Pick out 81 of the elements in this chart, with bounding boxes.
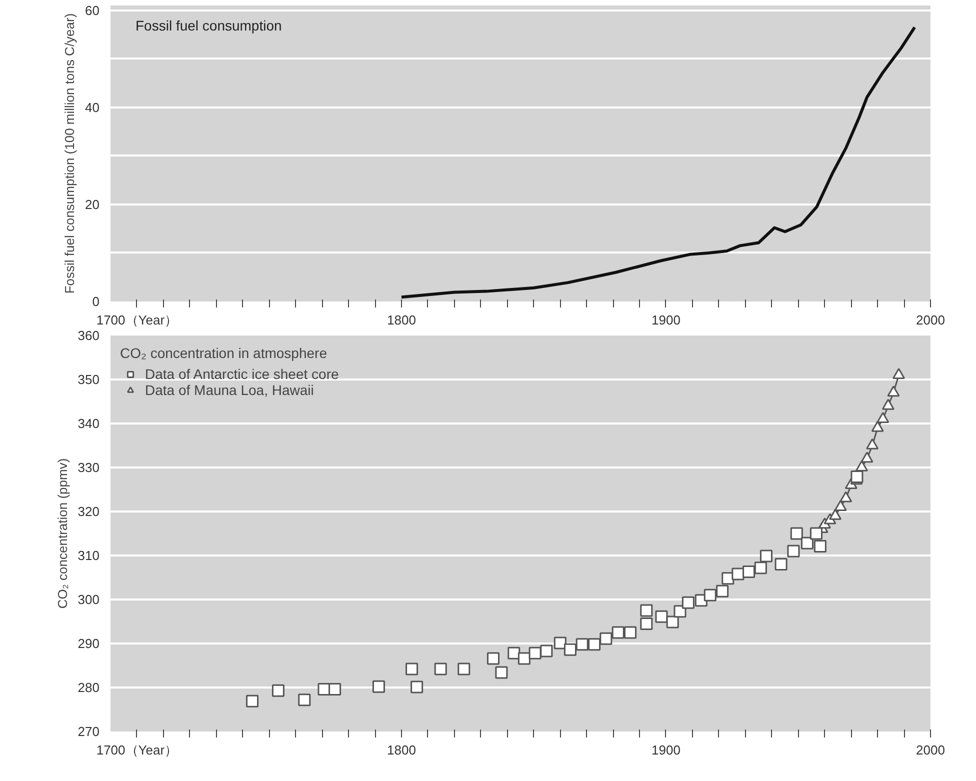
point — [754, 562, 767, 574]
point — [588, 638, 601, 651]
x-tick-label: 2000 — [916, 742, 945, 758]
point — [840, 491, 852, 502]
point — [814, 540, 826, 553]
point — [328, 683, 342, 696]
point — [871, 420, 884, 432]
point — [704, 588, 716, 602]
point — [742, 566, 756, 578]
point — [760, 550, 772, 562]
legend-label: Data of Antarctic ice sheet core — [145, 366, 339, 382]
y-tick-label: 340 — [78, 416, 100, 431]
point — [774, 558, 788, 571]
point — [876, 412, 890, 424]
point — [576, 638, 588, 651]
x-tick-label: 1700（Year） — [96, 312, 178, 328]
point — [892, 368, 906, 380]
point — [790, 527, 803, 540]
x-tick-label: 2000 — [916, 312, 945, 328]
point — [866, 438, 879, 450]
y-tick-label: 330 — [78, 460, 100, 475]
y-tick-label: 320 — [78, 504, 100, 519]
point — [508, 646, 520, 660]
point — [674, 605, 686, 618]
line-series — [400, 26, 916, 299]
point — [829, 508, 842, 520]
point — [554, 636, 566, 650]
point — [518, 652, 530, 665]
point — [540, 644, 553, 658]
y-tick-label: 0 — [92, 294, 100, 309]
point — [624, 626, 637, 639]
x-tick-label: 1900 — [652, 312, 680, 328]
point — [640, 604, 653, 617]
point — [458, 662, 470, 676]
point — [787, 544, 800, 558]
point — [732, 568, 744, 580]
point — [855, 460, 868, 472]
point — [528, 646, 542, 660]
x-tick-label: 1900 — [652, 742, 680, 758]
point — [800, 536, 814, 550]
point — [850, 470, 864, 483]
y-tick-label: 20 — [85, 196, 100, 212]
point — [434, 662, 447, 676]
point — [406, 662, 418, 676]
point — [487, 652, 500, 665]
x-tick-label: 1700（Year） — [96, 742, 178, 758]
legend-label: Data of Mauna Loa, Hawaii — [145, 382, 314, 398]
x-tick-label: 1800 — [387, 312, 416, 328]
point — [410, 680, 424, 694]
point — [682, 596, 694, 609]
x-tick-label: 1800 — [387, 742, 416, 758]
point — [640, 617, 653, 630]
y-axis-title: Fossil fuel consumption (100 million tons C/year) — [62, 13, 78, 294]
point — [810, 527, 822, 540]
y-tick-label: 290 — [78, 636, 100, 651]
legend-title: CO₂ concentration in atmosphere — [120, 345, 328, 361]
point — [834, 500, 847, 512]
y-tick-label: 270 — [78, 724, 100, 739]
point — [716, 584, 729, 598]
y-tick-label: 60 — [85, 2, 100, 18]
point — [372, 680, 385, 693]
y-tick-label: 350 — [78, 372, 100, 387]
y-tick-label: 300 — [78, 592, 100, 607]
y-tick-label: 40 — [85, 100, 100, 115]
y-tick-label: 310 — [78, 548, 100, 563]
point — [495, 666, 508, 679]
y-axis-title: CO₂ concentration (ppmv) — [54, 458, 70, 609]
point — [600, 632, 612, 645]
point — [860, 452, 874, 463]
point — [272, 684, 284, 697]
point — [887, 386, 900, 397]
point — [298, 694, 311, 706]
y-tick-label: 280 — [78, 680, 100, 695]
point — [246, 694, 259, 708]
point — [666, 616, 679, 628]
point — [882, 398, 894, 410]
text: Fossil fuel consumption — [136, 18, 282, 34]
point — [564, 643, 576, 656]
point — [612, 626, 624, 639]
y-tick-label: 360 — [78, 328, 100, 343]
point — [655, 610, 668, 623]
